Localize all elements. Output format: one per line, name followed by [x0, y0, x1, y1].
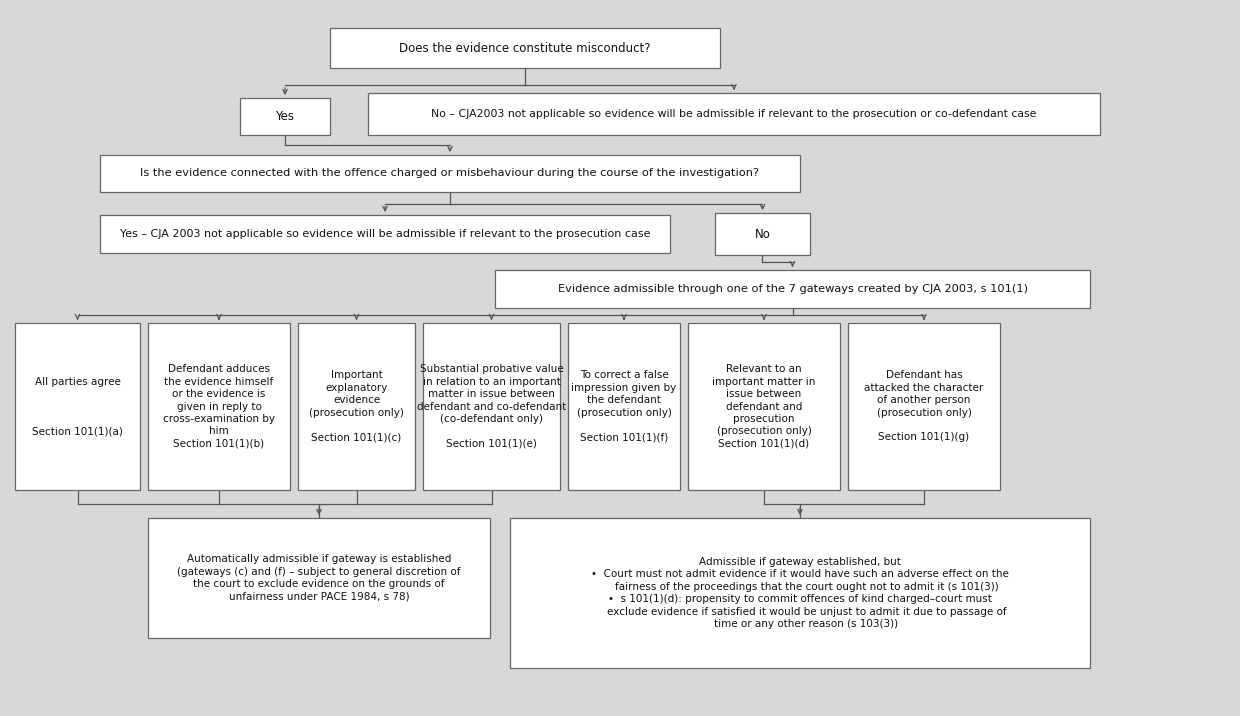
Text: Defendant adduces
the evidence himself
or the evidence is
given in reply to
cros: Defendant adduces the evidence himself o… — [162, 364, 275, 449]
Text: Does the evidence constitute misconduct?: Does the evidence constitute misconduct? — [399, 42, 651, 54]
FancyBboxPatch shape — [568, 323, 680, 490]
FancyBboxPatch shape — [15, 323, 140, 490]
Text: Important
explanatory
evidence
(prosecution only)

Section 101(1)(c): Important explanatory evidence (prosecut… — [309, 370, 404, 442]
FancyBboxPatch shape — [848, 323, 999, 490]
Text: Admissible if gateway established, but
•  Court must not admit evidence if it wo: Admissible if gateway established, but •… — [591, 557, 1009, 629]
FancyBboxPatch shape — [715, 213, 810, 255]
Text: No – CJA2003 not applicable so evidence will be admissible if relevant to the pr: No – CJA2003 not applicable so evidence … — [432, 109, 1037, 119]
Text: Is the evidence connected with the offence charged or misbehaviour during the co: Is the evidence connected with the offen… — [140, 168, 759, 178]
Text: Automatically admissible if gateway is established
(gateways (c) and (f) – subje: Automatically admissible if gateway is e… — [177, 554, 461, 601]
Text: Relevant to an
important matter in
issue between
defendant and
prosecution
(pros: Relevant to an important matter in issue… — [712, 364, 816, 449]
FancyBboxPatch shape — [148, 518, 490, 638]
Text: Substantial probative value
in relation to an important
matter in issue between
: Substantial probative value in relation … — [417, 364, 567, 449]
Text: To correct a false
impression given by
the defendant
(prosecution only)

Section: To correct a false impression given by t… — [572, 370, 677, 442]
Text: Evidence admissible through one of the 7 gateways created by CJA 2003, s 101(1): Evidence admissible through one of the 7… — [558, 284, 1028, 294]
FancyBboxPatch shape — [241, 98, 330, 135]
FancyBboxPatch shape — [368, 93, 1100, 135]
FancyBboxPatch shape — [148, 323, 290, 490]
Text: Defendant has
attacked the character
of another person
(prosecution only)

Secti: Defendant has attacked the character of … — [864, 370, 983, 442]
FancyBboxPatch shape — [688, 323, 839, 490]
FancyBboxPatch shape — [423, 323, 560, 490]
Text: No: No — [755, 228, 770, 241]
Text: All parties agree



Section 101(1)(a): All parties agree Section 101(1)(a) — [32, 377, 123, 436]
FancyBboxPatch shape — [495, 270, 1090, 308]
Text: Yes: Yes — [275, 110, 295, 123]
FancyBboxPatch shape — [100, 155, 800, 192]
FancyBboxPatch shape — [510, 518, 1090, 668]
FancyBboxPatch shape — [330, 28, 720, 68]
FancyBboxPatch shape — [100, 215, 670, 253]
Text: Yes – CJA 2003 not applicable so evidence will be admissible if relevant to the : Yes – CJA 2003 not applicable so evidenc… — [120, 229, 650, 239]
FancyBboxPatch shape — [298, 323, 415, 490]
